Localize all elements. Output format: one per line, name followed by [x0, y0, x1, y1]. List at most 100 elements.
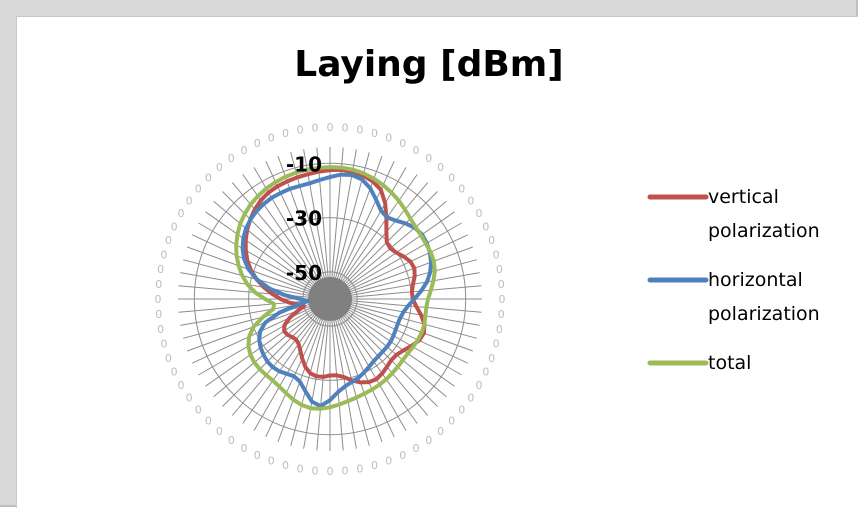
angle-label: 0 — [482, 220, 489, 233]
spoke-line — [213, 298, 331, 398]
angle-label: 0 — [385, 455, 392, 468]
spoke-line — [191, 234, 331, 300]
angle-label: 0 — [268, 131, 275, 144]
legend: vertical polarization horizontal polarizati… — [647, 186, 820, 374]
spoke-line — [231, 182, 331, 300]
angle-label: 0 — [356, 462, 363, 475]
angle-label: 0 — [297, 124, 304, 137]
angle-label: 0 — [448, 415, 455, 428]
angle-label: 0 — [488, 234, 495, 247]
angle-label: 0 — [425, 434, 432, 447]
angle-label: 0 — [312, 122, 319, 135]
radial-tick-label: -30 — [286, 207, 322, 231]
spoke-line — [329, 298, 357, 449]
angle-label: 0 — [458, 182, 465, 195]
radial-tick-label: -10 — [286, 152, 322, 176]
angle-label: 0 — [205, 415, 212, 428]
spoke-line — [329, 234, 469, 300]
angle-label: 0 — [216, 161, 223, 174]
angle-label: 0 — [467, 392, 474, 405]
angle-label: 0 — [458, 404, 465, 417]
angle-label: 0 — [496, 323, 503, 336]
angle-label: 0 — [254, 137, 261, 150]
angle-label: 0 — [282, 127, 289, 140]
legend-label: total — [708, 352, 751, 374]
spoke-line — [329, 200, 447, 300]
angle-label: 0 — [254, 449, 261, 462]
angle-label: 0 — [228, 152, 235, 165]
angle-label: 0 — [482, 366, 489, 379]
spoke-line — [329, 272, 480, 300]
spoke-line — [198, 222, 331, 300]
angle-label: 0 — [448, 171, 455, 184]
series-line — [243, 167, 427, 385]
angle-label: 0 — [498, 278, 505, 291]
center-disc — [308, 277, 352, 321]
angle-label: 0 — [385, 131, 392, 144]
spoke-line — [329, 167, 407, 300]
angle-labels: 0 0 0 0 0 00000000000000000000000000000000000… — [155, 121, 506, 478]
angle-label: 0 — [399, 137, 406, 150]
spoke-line — [329, 298, 395, 438]
angle-label: 0 — [268, 455, 275, 468]
spoke-line — [329, 298, 473, 352]
angle-label: 0 — [356, 124, 363, 137]
angle-label: 0 — [160, 338, 167, 351]
angle-label: 0 — [467, 194, 474, 207]
spoke-line — [187, 298, 331, 352]
spoke-line — [242, 298, 331, 424]
radial-tick-label: -50 — [286, 261, 322, 285]
angle-label: 0 — [297, 462, 304, 475]
spoke-line — [222, 298, 331, 407]
legend-label: horizontal — [708, 269, 803, 291]
angle-label: 0 — [186, 194, 193, 207]
spoke-line — [265, 160, 331, 300]
angle-label: 0 — [178, 379, 185, 392]
angle-label: 0 — [371, 459, 378, 472]
angle-label: 0 — [160, 249, 167, 262]
angle-label: 0 — [493, 338, 500, 351]
angle-label: 0 — [496, 263, 503, 276]
spoke-line — [329, 298, 469, 364]
angle-label: 0 — [476, 207, 483, 220]
spoke-line — [198, 298, 331, 376]
spoke-line — [187, 246, 331, 300]
legend-label: polarization — [708, 220, 820, 242]
spoke-line — [213, 200, 331, 300]
angle-label: 0 — [493, 249, 500, 262]
angle-label: 0 — [327, 121, 334, 134]
angle-label: 0 — [399, 449, 406, 462]
angle-label: 0 — [216, 425, 223, 438]
angle-label: 0 — [413, 442, 420, 455]
legend-label: polarization — [708, 303, 820, 325]
angle-label: 0 — [228, 434, 235, 447]
series-line — [234, 165, 437, 411]
spoke-line — [329, 298, 477, 339]
spoke-line — [329, 222, 462, 300]
spoke-line — [329, 298, 462, 376]
angle-label: 0 — [155, 308, 162, 321]
chart-title: Laying [dBm] — [294, 44, 564, 85]
spoke-line — [183, 298, 331, 339]
angle-label: 0 — [327, 465, 334, 478]
angle-label: 0 — [312, 464, 319, 477]
angle-label: 0 — [155, 278, 162, 291]
angle-label: 0 — [171, 366, 178, 379]
grid-ring — [193, 162, 467, 436]
angle-label: 0 — [371, 127, 378, 140]
spoke-line — [329, 182, 429, 300]
angle-label: 0 — [157, 263, 164, 276]
angle-label: 0 — [498, 308, 505, 321]
angle-label: 0 — [178, 207, 185, 220]
spoke-line — [329, 211, 455, 300]
angle-label: 0 — [157, 323, 164, 336]
spoke-line — [329, 191, 438, 300]
angle-label: 0 — [165, 234, 172, 247]
angle-label: 0 — [425, 152, 432, 165]
angle-label: 0 — [195, 182, 202, 195]
spoke-line — [329, 298, 407, 431]
angle-label: 0 — [241, 442, 248, 455]
spoke-line — [231, 298, 331, 416]
